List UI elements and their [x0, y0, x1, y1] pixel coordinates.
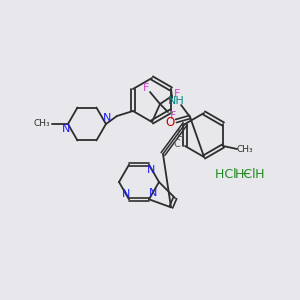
Text: O: O [165, 116, 175, 130]
Text: N: N [149, 188, 157, 198]
Text: F: F [170, 111, 176, 121]
Text: CH₃: CH₃ [34, 119, 50, 128]
Text: F: F [174, 89, 180, 99]
Text: N: N [147, 165, 155, 175]
Text: N: N [122, 189, 130, 199]
Text: NH: NH [168, 96, 184, 106]
Text: N: N [103, 113, 111, 123]
Text: CH₃: CH₃ [237, 146, 254, 154]
Text: HCl: HCl [235, 169, 256, 182]
Text: C: C [174, 139, 180, 149]
Text: HCl − H: HCl − H [215, 169, 265, 182]
Text: C: C [177, 129, 183, 139]
Text: F: F [143, 83, 149, 93]
Text: N: N [62, 124, 70, 134]
